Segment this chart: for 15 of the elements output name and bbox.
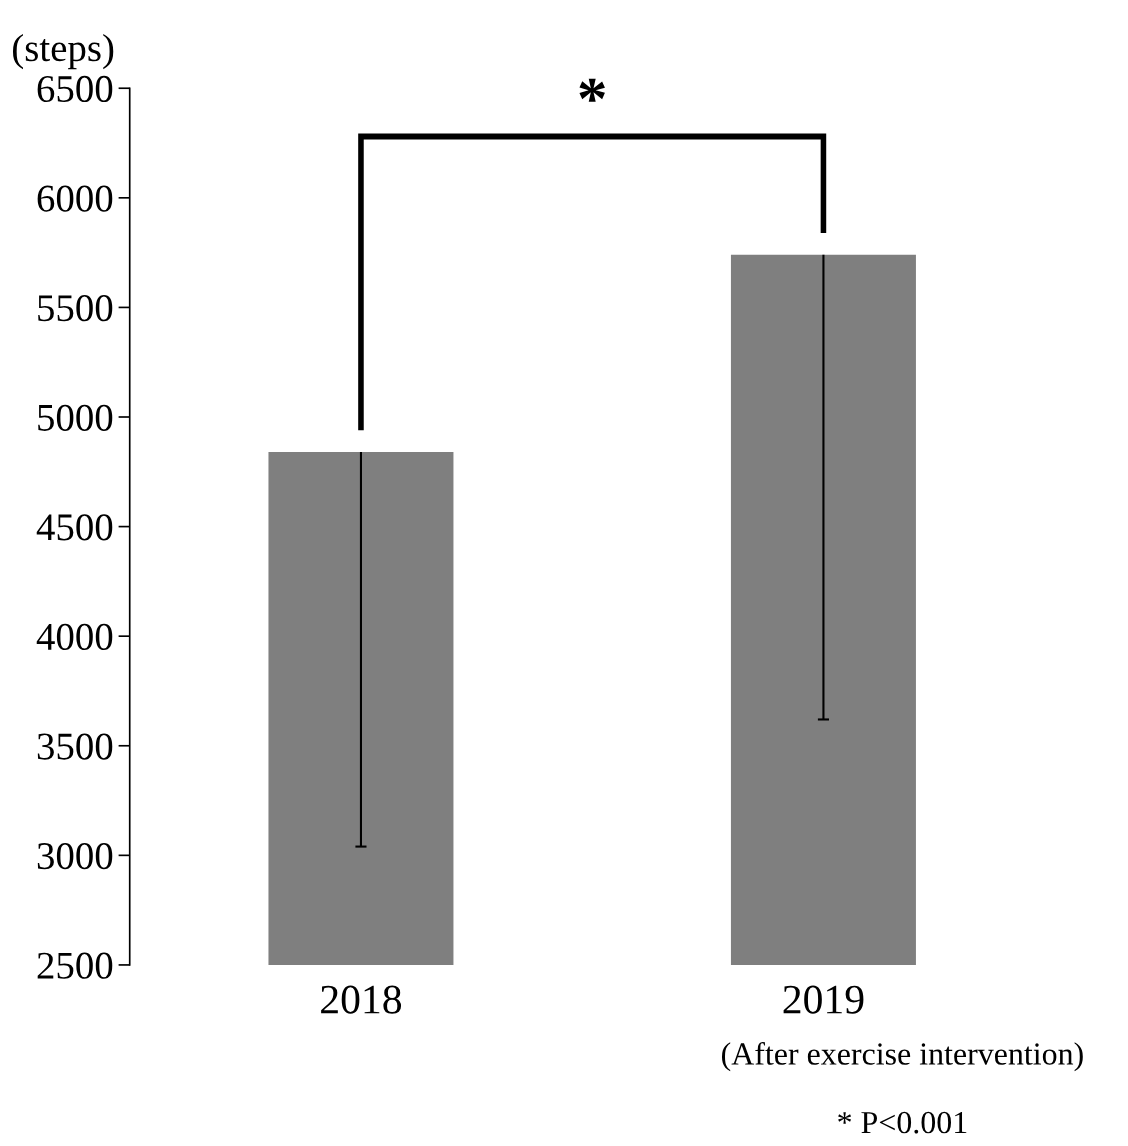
y-tick-label: 5500 [38,295,113,322]
annotation: * [579,78,605,102]
y-tick-label: 6000 [37,185,113,212]
y-tick-label: 5000 [38,404,113,431]
y-tick-label: 3000 [37,842,113,870]
y-tick-label: 4500 [36,514,113,541]
text: * P<0.001 [838,1111,967,1134]
y-tick-label: 3500 [37,733,113,760]
text: (After exercise intervention) [721,1041,1083,1072]
y-tick-label: 2500 [37,952,113,979]
y-axis-title: (steps) [12,33,114,70]
y-tick-label: 4000 [36,623,113,651]
x-tick-label: 2018 [321,985,402,1014]
x-tick-label: 2019 [783,985,864,1014]
y-tick-label: 6500 [37,75,113,103]
